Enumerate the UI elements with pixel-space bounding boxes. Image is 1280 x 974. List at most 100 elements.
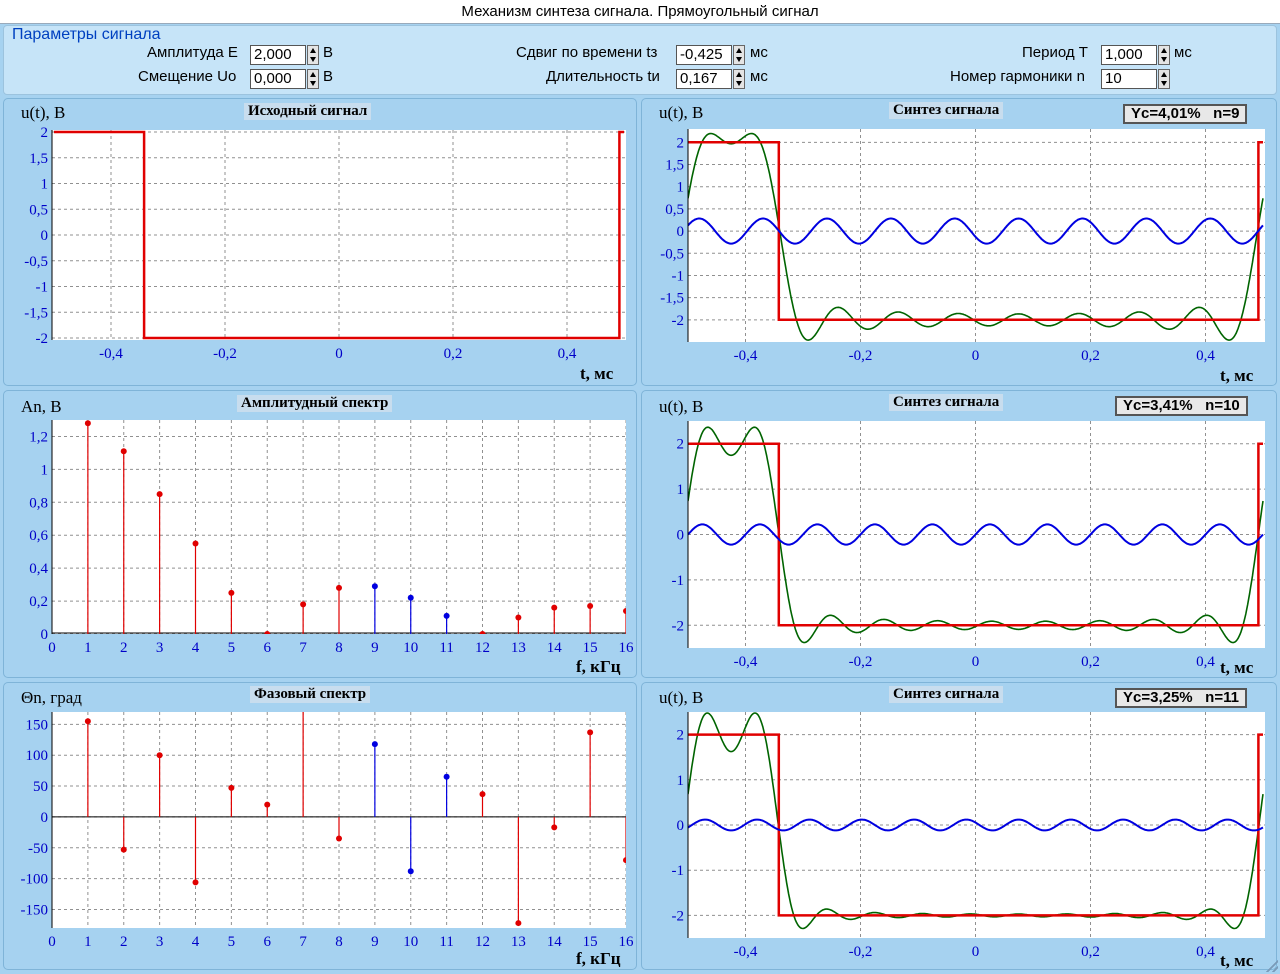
phase-ytick-label-4: -50 (28, 841, 48, 857)
syn3-x-axis-label: t, мс (1220, 951, 1254, 970)
syn3-xtick-label-2: 0 (972, 944, 980, 960)
amp-xtick-label-13: 13 (511, 640, 526, 656)
syn1-ytick-label-2: 1 (677, 180, 685, 196)
offset-input[interactable]: 0,000 (250, 69, 306, 89)
harmonic-input[interactable]: 10 (1101, 69, 1157, 89)
synthesis-panel-n10: u(t), В Синтез сигнала Yc=3,41% n=10 -0,… (641, 390, 1277, 678)
phase-xtick-label-10: 10 (403, 934, 418, 950)
phase-xtick-label-5: 5 (228, 934, 236, 950)
syn1-panel-title: Синтез сигнала (889, 102, 1004, 119)
source-ytick-label-1: 1,5 (29, 151, 48, 167)
source-ytick-label-6: -1 (36, 280, 49, 296)
amp-xtick-label-15: 15 (583, 640, 598, 656)
phase-point-6 (264, 801, 271, 808)
amp-point-16 (623, 607, 626, 614)
syn3-ytick-label-2: 0 (677, 818, 685, 834)
amp-x-axis-label: f, кГц (576, 657, 621, 676)
amp-xtick-label-11: 11 (439, 640, 453, 656)
syn2-badge-n: n=10 (1205, 397, 1240, 414)
amp-point-15 (587, 603, 594, 610)
phase-xtick-label-9: 9 (371, 934, 379, 950)
period-spinner[interactable] (1158, 45, 1170, 65)
syn1-ytick-label-4: 0 (677, 224, 685, 240)
offset-label: Смещение Uo (138, 68, 237, 85)
amp-point-3 (156, 491, 163, 498)
phase-y-axis-label: Θn, град (21, 688, 82, 707)
phase-point-3 (156, 752, 163, 759)
amp-xtick-label-0: 0 (48, 640, 56, 656)
syn1-ytick-label-7: -1,5 (660, 291, 684, 307)
syn1-ytick-label-8: -2 (672, 313, 685, 329)
phase-point-1 (84, 718, 91, 725)
duration-label: Длительность tи (546, 68, 660, 85)
phase-xtick-label-6: 6 (264, 934, 272, 950)
phase-xtick-label-2: 2 (120, 934, 128, 950)
offset-spinner[interactable] (307, 69, 319, 89)
amplitude-unit: В (323, 44, 334, 61)
syn3-xtick-label-4: 0,4 (1196, 944, 1215, 960)
amplitude-spinner[interactable] (307, 45, 319, 65)
amp-xtick-label-14: 14 (547, 640, 563, 656)
shift-input[interactable]: -0,425 (676, 45, 732, 65)
syn2-y-axis-label: u(t), В (659, 397, 704, 416)
phase-xtick-label-4: 4 (192, 934, 200, 950)
harmonic-spinner[interactable] (1158, 69, 1170, 89)
syn3-badge-n: n=11 (1205, 689, 1239, 706)
phase-point-5 (228, 784, 235, 791)
amp-ytick-label-5: 1 (41, 462, 49, 478)
phase-xtick-label-8: 8 (335, 934, 343, 950)
amp-ytick-label-6: 1,2 (29, 429, 48, 445)
amp-point-4 (192, 540, 199, 547)
syn1-error-badge: Yc=4,01% n=9 (1123, 104, 1248, 124)
source-x-axis-label: t, мс (580, 364, 614, 383)
source-ytick-label-0: 2 (41, 125, 49, 141)
syn3-badge-yc: Yc=3,25% (1123, 689, 1193, 706)
syn3-ytick-label-3: -1 (672, 863, 685, 879)
amplitude-input[interactable]: 2,000 (250, 45, 306, 65)
amp-plot-area[interactable] (52, 420, 626, 634)
duration-input[interactable]: 0,167 (676, 69, 732, 89)
source-y-axis-label: u(t), В (21, 103, 66, 122)
syn2-xtick-label-2: 0 (972, 654, 980, 670)
phase-plot-area[interactable] (52, 712, 626, 928)
syn1-xtick-label-2: 0 (972, 348, 980, 364)
phase-xtick-label-1: 1 (84, 934, 92, 950)
source-ytick-label-4: 0 (41, 228, 49, 244)
source-ytick-label-5: -0,5 (24, 254, 48, 270)
period-unit: мс (1174, 44, 1192, 61)
duration-spinner[interactable] (733, 69, 745, 89)
amp-xtick-label-10: 10 (403, 640, 418, 656)
source-ytick-label-2: 1 (41, 177, 49, 193)
amp-panel-title: Амплитудный спектр (237, 395, 393, 412)
amp-ytick-label-4: 0,8 (29, 495, 48, 511)
amp-point-8 (336, 584, 342, 591)
syn2-ytick-label-1: 1 (677, 482, 685, 498)
phase-xtick-label-0: 0 (48, 934, 56, 950)
syn3-plot-area[interactable] (688, 712, 1265, 938)
source-plot-area[interactable] (52, 130, 626, 340)
phase-ytick-label-0: 150 (26, 717, 49, 733)
phase-xtick-label-16: 16 (619, 934, 635, 950)
source-ytick-label-8: -2 (36, 331, 49, 347)
shift-unit: мс (750, 44, 768, 61)
amp-point-2 (120, 448, 127, 455)
window-title: Механизм синтеза сигнала. Прямоугольный … (0, 0, 1280, 24)
phase-xtick-label-15: 15 (583, 934, 598, 950)
period-input[interactable]: 1,000 (1101, 45, 1157, 65)
source-xtick-label-0: -0,4 (99, 346, 123, 362)
resize-grip[interactable] (1266, 960, 1278, 972)
period-label: Период T (1022, 44, 1088, 61)
parameters-title: Параметры сигнала (12, 26, 161, 43)
amplitude-spectrum-panel: An, В Амплитудный спектр 0 1 2 3 4 5 6 7 8 9 10 11 1… (3, 390, 637, 678)
amp-point-10 (407, 594, 414, 601)
amp-xtick-label-16: 16 (619, 640, 635, 656)
syn2-harmonic-curve (688, 523, 1264, 546)
syn1-ytick-label-5: -0,5 (660, 246, 684, 262)
amp-xtick-label-2: 2 (120, 640, 128, 656)
shift-spinner[interactable] (733, 45, 745, 65)
syn1-plot-area[interactable] (688, 129, 1265, 342)
syn2-plot-area[interactable] (688, 421, 1265, 648)
phase-point-2 (120, 846, 127, 853)
syn1-badge-yc: Yc=4,01% (1131, 105, 1201, 122)
syn1-xtick-label-1: -0,2 (849, 348, 873, 364)
